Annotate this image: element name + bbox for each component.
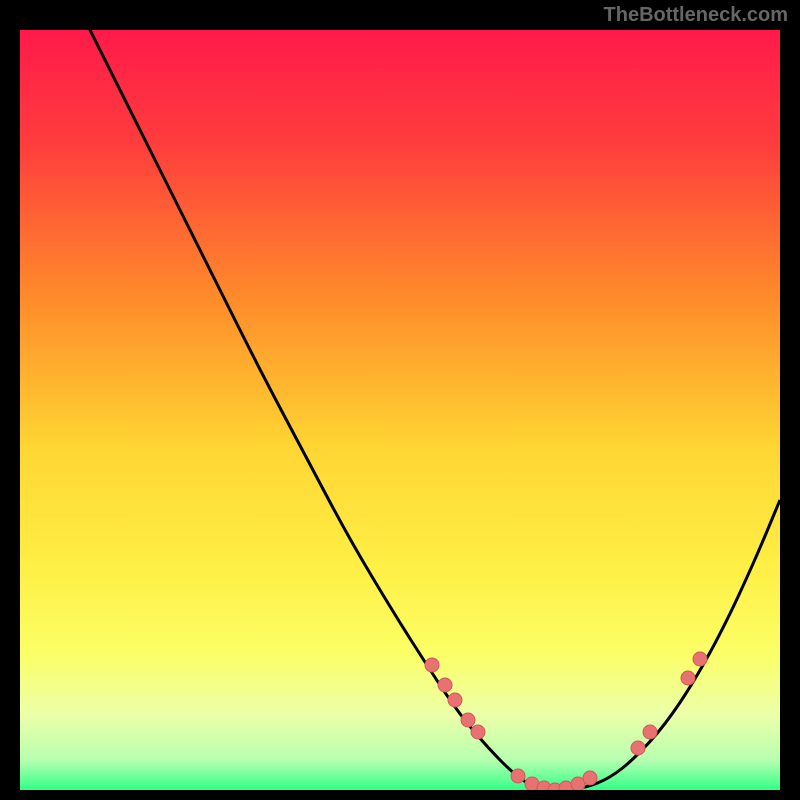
data-marker (461, 713, 475, 727)
watermark-text: TheBottleneck.com (604, 4, 788, 27)
data-marker (511, 769, 525, 783)
data-marker (643, 725, 657, 739)
data-marker (681, 671, 695, 685)
data-marker (448, 693, 462, 707)
data-marker (471, 725, 485, 739)
chart-container: TheBottleneck.com (0, 0, 800, 800)
data-marker (693, 652, 707, 666)
data-marker (425, 658, 439, 672)
plot-area (20, 30, 780, 790)
chart-svg (20, 30, 780, 790)
data-marker (631, 741, 645, 755)
gradient-background (20, 30, 780, 790)
data-marker (438, 678, 452, 692)
data-marker (583, 771, 597, 785)
